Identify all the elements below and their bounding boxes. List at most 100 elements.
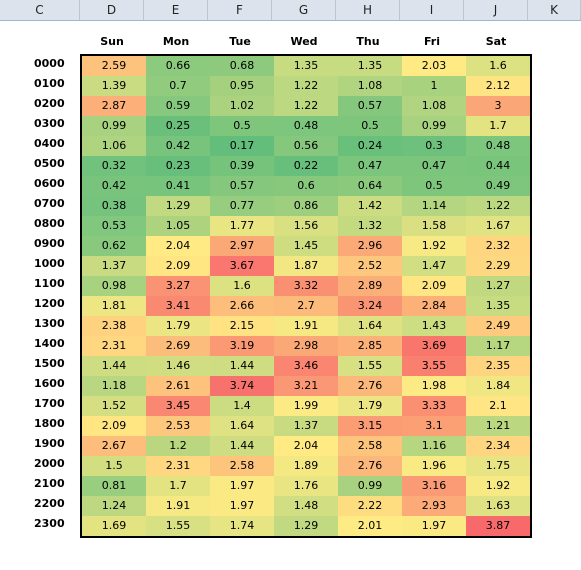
data-cell[interactable]: 0.53 xyxy=(82,216,146,236)
data-cell[interactable]: 0.59 xyxy=(146,96,210,116)
day-header-wed[interactable]: Wed xyxy=(290,35,318,48)
data-cell[interactable]: 1.14 xyxy=(402,196,466,216)
data-cell[interactable]: 0.66 xyxy=(146,56,210,76)
data-cell[interactable]: 1.48 xyxy=(274,496,338,516)
data-cell[interactable]: 2.31 xyxy=(82,336,146,356)
data-cell[interactable]: 3.46 xyxy=(274,356,338,376)
hour-label[interactable]: 0800 xyxy=(34,217,65,230)
column-header-f[interactable]: F xyxy=(208,0,272,20)
column-header-e[interactable]: E xyxy=(144,0,208,20)
data-cell[interactable]: 2.34 xyxy=(466,436,530,456)
data-cell[interactable]: 0.57 xyxy=(338,96,402,116)
hour-label[interactable]: 1000 xyxy=(34,257,65,270)
data-cell[interactable]: 2.09 xyxy=(82,416,146,436)
data-cell[interactable]: 2.89 xyxy=(338,276,402,296)
data-cell[interactable]: 1.35 xyxy=(466,296,530,316)
hour-label[interactable]: 2100 xyxy=(34,477,65,490)
hour-label[interactable]: 2000 xyxy=(34,457,65,470)
hour-label[interactable]: 0700 xyxy=(34,197,65,210)
data-cell[interactable]: 1.46 xyxy=(146,356,210,376)
data-cell[interactable]: 1.64 xyxy=(210,416,274,436)
data-cell[interactable]: 3.16 xyxy=(402,476,466,496)
hour-label[interactable]: 0900 xyxy=(34,237,65,250)
data-cell[interactable]: 1.42 xyxy=(338,196,402,216)
data-cell[interactable]: 2.67 xyxy=(82,436,146,456)
data-cell[interactable]: 0.62 xyxy=(82,236,146,256)
data-cell[interactable]: 0.98 xyxy=(82,276,146,296)
data-cell[interactable]: 1.2 xyxy=(146,436,210,456)
column-header-g[interactable]: G xyxy=(272,0,336,20)
data-cell[interactable]: 1.05 xyxy=(146,216,210,236)
data-cell[interactable]: 2.97 xyxy=(210,236,274,256)
data-cell[interactable]: 1.77 xyxy=(210,216,274,236)
data-cell[interactable]: 2.15 xyxy=(210,316,274,336)
data-cell[interactable]: 1.08 xyxy=(338,76,402,96)
day-header-fri[interactable]: Fri xyxy=(423,35,440,48)
data-cell[interactable]: 0.99 xyxy=(338,476,402,496)
data-cell[interactable]: 2.85 xyxy=(338,336,402,356)
data-cell[interactable]: 1.91 xyxy=(274,316,338,336)
data-cell[interactable]: 1.76 xyxy=(274,476,338,496)
hour-label[interactable]: 1400 xyxy=(34,337,65,350)
data-cell[interactable]: 1.29 xyxy=(146,196,210,216)
data-cell[interactable]: 0.86 xyxy=(274,196,338,216)
data-cell[interactable]: 2.59 xyxy=(82,56,146,76)
data-cell[interactable]: 1.4 xyxy=(210,396,274,416)
data-cell[interactable]: 2.04 xyxy=(146,236,210,256)
data-cell[interactable]: 0.32 xyxy=(82,156,146,176)
data-cell[interactable]: 1 xyxy=(402,76,466,96)
data-cell[interactable]: 1.96 xyxy=(402,456,466,476)
data-cell[interactable]: 0.6 xyxy=(274,176,338,196)
data-cell[interactable]: 2.98 xyxy=(274,336,338,356)
data-cell[interactable]: 1.44 xyxy=(210,436,274,456)
data-cell[interactable]: 1.92 xyxy=(466,476,530,496)
data-cell[interactable]: 1.92 xyxy=(402,236,466,256)
data-cell[interactable]: 2.35 xyxy=(466,356,530,376)
data-cell[interactable]: 0.41 xyxy=(146,176,210,196)
data-cell[interactable]: 0.23 xyxy=(146,156,210,176)
data-cell[interactable]: 3.15 xyxy=(338,416,402,436)
column-header-i[interactable]: I xyxy=(400,0,464,20)
data-cell[interactable]: 1.24 xyxy=(82,496,146,516)
data-cell[interactable]: 1.64 xyxy=(338,316,402,336)
hour-label[interactable]: 1800 xyxy=(34,417,65,430)
hour-label[interactable]: 0600 xyxy=(34,177,65,190)
data-cell[interactable]: 0.38 xyxy=(82,196,146,216)
data-cell[interactable]: 2.87 xyxy=(82,96,146,116)
data-cell[interactable]: 0.44 xyxy=(466,156,530,176)
data-cell[interactable]: 0.47 xyxy=(402,156,466,176)
day-header-thu[interactable]: Thu xyxy=(356,35,380,48)
hour-label[interactable]: 1500 xyxy=(34,357,65,370)
data-cell[interactable]: 3.27 xyxy=(146,276,210,296)
data-cell[interactable]: 0.3 xyxy=(402,136,466,156)
data-cell[interactable]: 1.97 xyxy=(402,516,466,536)
data-cell[interactable]: 2.61 xyxy=(146,376,210,396)
data-cell[interactable]: 1.79 xyxy=(146,316,210,336)
data-cell[interactable]: 1.27 xyxy=(466,276,530,296)
data-cell[interactable]: 0.42 xyxy=(82,176,146,196)
data-cell[interactable]: 2.84 xyxy=(402,296,466,316)
data-cell[interactable]: 2.93 xyxy=(402,496,466,516)
data-cell[interactable]: 2.66 xyxy=(210,296,274,316)
data-cell[interactable]: 3.1 xyxy=(402,416,466,436)
data-cell[interactable]: 1.55 xyxy=(338,356,402,376)
data-cell[interactable]: 1.02 xyxy=(210,96,274,116)
data-cell[interactable]: 1.56 xyxy=(274,216,338,236)
data-cell[interactable]: 3 xyxy=(466,96,530,116)
data-cell[interactable]: 2.03 xyxy=(402,56,466,76)
data-cell[interactable]: 3.55 xyxy=(402,356,466,376)
data-cell[interactable]: 0.5 xyxy=(402,176,466,196)
data-cell[interactable]: 1.5 xyxy=(82,456,146,476)
data-cell[interactable]: 1.35 xyxy=(338,56,402,76)
hour-label[interactable]: 2200 xyxy=(34,497,65,510)
data-cell[interactable]: 1.37 xyxy=(82,256,146,276)
data-cell[interactable]: 1.35 xyxy=(274,56,338,76)
data-cell[interactable]: 1.32 xyxy=(338,216,402,236)
data-cell[interactable]: 0.39 xyxy=(210,156,274,176)
data-cell[interactable]: 1.18 xyxy=(82,376,146,396)
day-header-mon[interactable]: Mon xyxy=(162,35,190,48)
data-cell[interactable]: 3.19 xyxy=(210,336,274,356)
data-cell[interactable]: 0.48 xyxy=(274,116,338,136)
data-cell[interactable]: 2.22 xyxy=(338,496,402,516)
data-cell[interactable]: 0.24 xyxy=(338,136,402,156)
